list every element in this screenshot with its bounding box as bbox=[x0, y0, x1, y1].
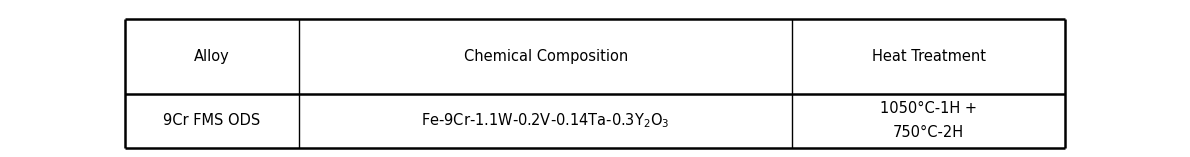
Text: 9Cr FMS ODS: 9Cr FMS ODS bbox=[163, 113, 261, 128]
Text: Fe-9Cr-1.1W-0.2V-0.14Ta-0.3Y$_2$O$_3$: Fe-9Cr-1.1W-0.2V-0.14Ta-0.3Y$_2$O$_3$ bbox=[421, 111, 670, 130]
Text: Alloy: Alloy bbox=[194, 49, 230, 64]
Text: 1050°C-1H +: 1050°C-1H + bbox=[881, 101, 977, 116]
Text: Heat Treatment: Heat Treatment bbox=[872, 49, 985, 64]
Text: Chemical Composition: Chemical Composition bbox=[464, 49, 628, 64]
Text: 750°C-2H: 750°C-2H bbox=[894, 125, 964, 140]
